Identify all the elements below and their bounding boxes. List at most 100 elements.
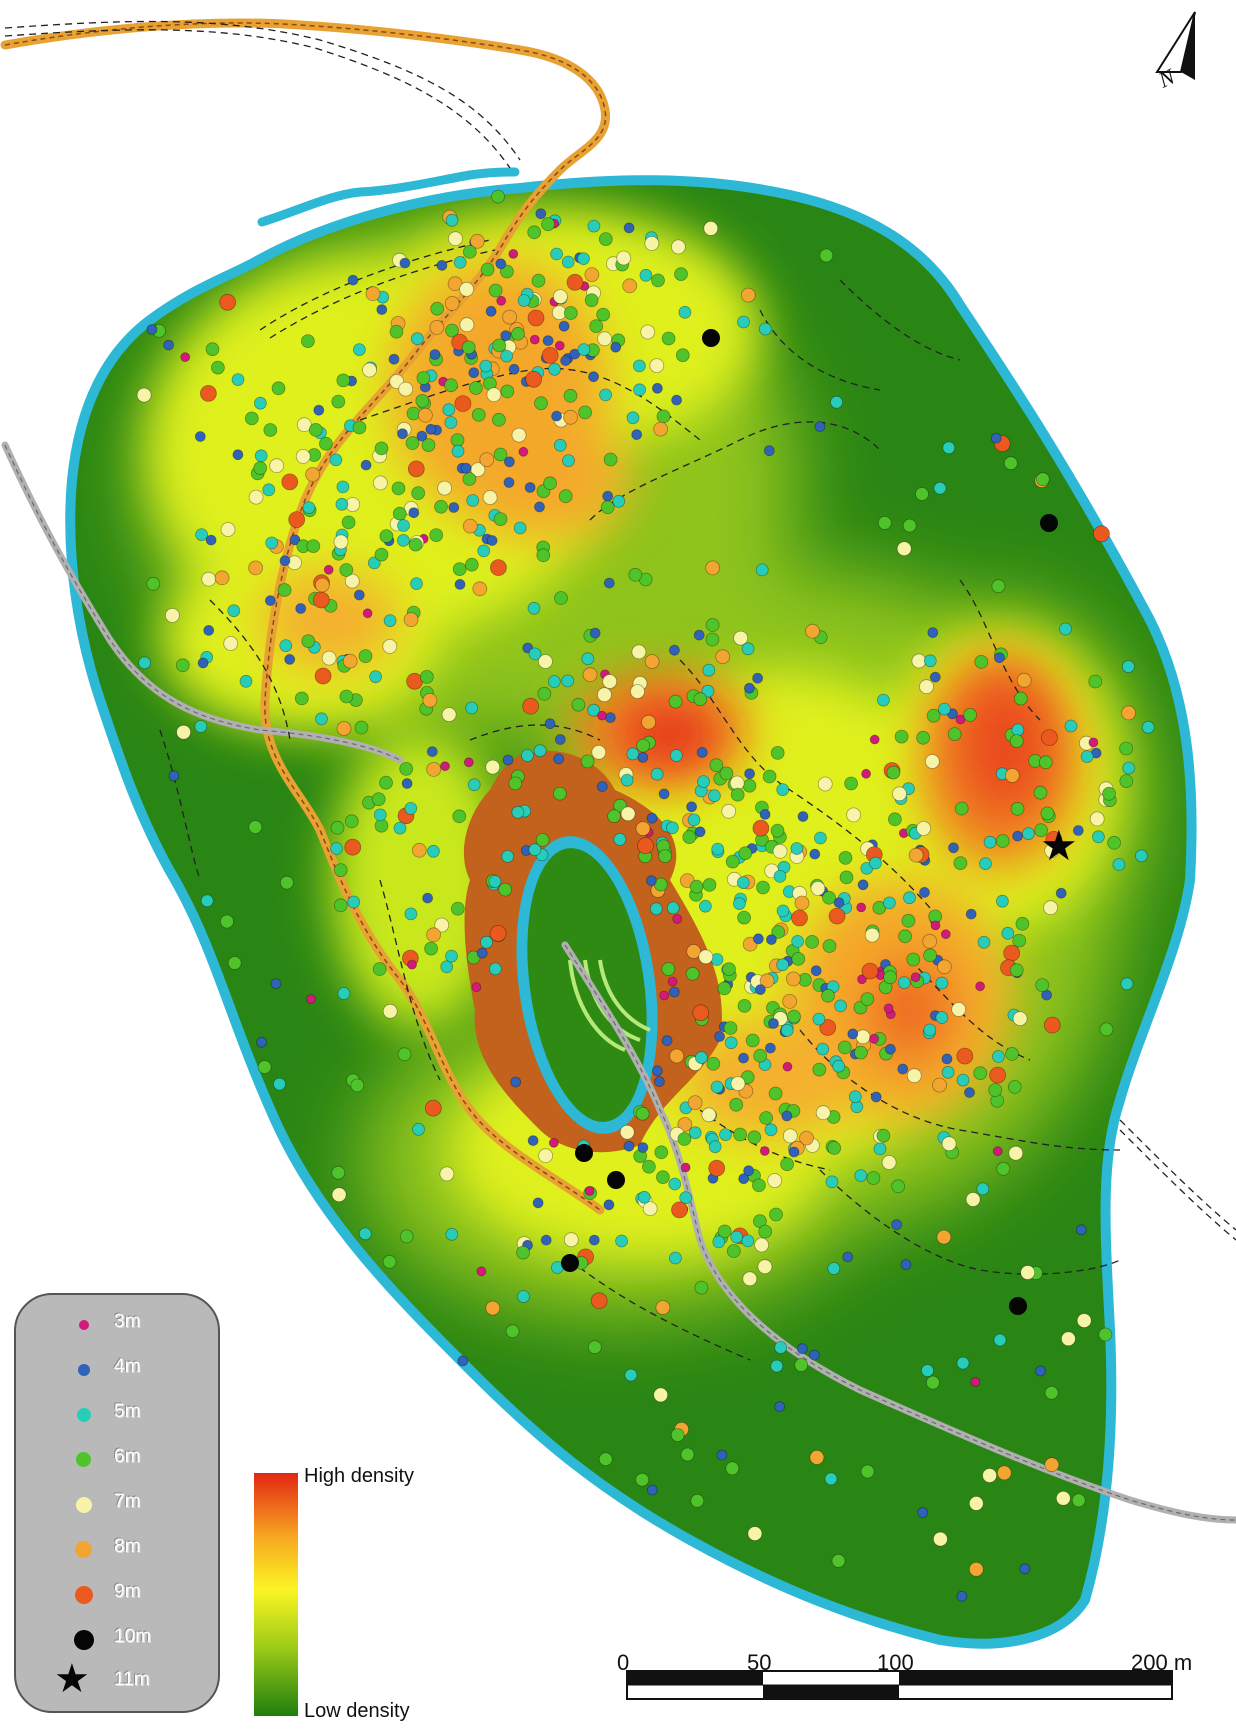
point-6m xyxy=(392,506,407,521)
point-5m xyxy=(227,604,241,618)
point-3m xyxy=(362,608,373,619)
point-6m xyxy=(656,409,671,424)
point-8m xyxy=(417,407,433,423)
point-4m xyxy=(1019,1563,1031,1575)
point-4m xyxy=(744,682,755,694)
point-7m xyxy=(619,1124,635,1140)
point-4m xyxy=(738,1173,750,1185)
point-4m xyxy=(781,1110,793,1122)
point-7m xyxy=(447,231,463,247)
point-8m xyxy=(426,927,442,943)
point-3m xyxy=(659,990,670,1001)
point-6m xyxy=(534,396,548,411)
point-6m xyxy=(536,548,551,563)
point-6m xyxy=(508,776,523,791)
point-6m xyxy=(963,708,977,722)
point-6m xyxy=(300,334,315,349)
point-9m xyxy=(671,1201,688,1219)
point-6m xyxy=(794,1358,809,1372)
legend-dot-8m xyxy=(75,1541,92,1558)
point-4m xyxy=(891,1219,902,1230)
point-7m xyxy=(896,541,912,557)
legend-item-4m: 4m xyxy=(16,1350,222,1390)
point-9m xyxy=(489,559,507,576)
point-3m xyxy=(856,902,867,913)
point-6m xyxy=(429,528,444,542)
point-6m xyxy=(654,1145,669,1160)
point-9m xyxy=(861,962,879,980)
point-6m xyxy=(416,371,431,385)
point-6m xyxy=(352,420,367,435)
point-7m xyxy=(881,1155,897,1170)
point-4m xyxy=(603,1199,615,1211)
point-8m xyxy=(794,895,810,911)
point-6m xyxy=(819,248,834,263)
point-5m xyxy=(708,1140,722,1154)
point-9m xyxy=(1043,1016,1061,1034)
point-5m xyxy=(467,778,481,792)
point-6m xyxy=(812,1062,827,1077)
point-4m xyxy=(714,1031,725,1042)
point-4m xyxy=(376,304,388,316)
point-6m xyxy=(598,232,613,247)
point-5m xyxy=(1122,761,1136,775)
point-4m xyxy=(544,718,556,730)
point-6m xyxy=(1007,1080,1022,1094)
point-5m xyxy=(956,1356,970,1370)
point-6m xyxy=(1035,472,1050,487)
point-9m xyxy=(541,346,559,364)
point-6m xyxy=(661,962,676,976)
point-6m xyxy=(769,1207,783,1222)
point-5m xyxy=(897,976,911,989)
point-8m xyxy=(214,570,230,586)
point-6m xyxy=(651,273,665,288)
point-6m xyxy=(493,447,508,462)
point-5m xyxy=(410,332,424,346)
point-4m xyxy=(602,490,614,502)
point-5m xyxy=(719,1128,732,1141)
point-7m xyxy=(591,744,607,760)
point-5m xyxy=(562,454,575,468)
point-7m xyxy=(965,1192,981,1207)
point-5m xyxy=(883,896,896,910)
point-5m xyxy=(758,322,772,336)
point-5m xyxy=(521,749,534,762)
point-7m xyxy=(649,358,665,374)
point-6m xyxy=(531,273,546,288)
point-4m xyxy=(637,752,649,763)
point-7m xyxy=(485,759,501,775)
point-8m xyxy=(715,649,731,665)
point-8m xyxy=(1044,1457,1060,1473)
point-7m xyxy=(924,754,940,769)
point-5m xyxy=(624,1368,638,1382)
point-4m xyxy=(694,826,706,838)
point-4m xyxy=(558,320,570,332)
point-4m xyxy=(485,305,497,317)
point-6m xyxy=(656,1170,670,1184)
point-4m xyxy=(654,1076,665,1087)
point-7m xyxy=(1020,1265,1036,1280)
point-3m xyxy=(180,352,191,363)
point-4m xyxy=(788,1146,800,1158)
point-5m xyxy=(1122,660,1135,673)
point-5m xyxy=(231,373,245,387)
point-6m xyxy=(872,900,887,915)
point-6m xyxy=(762,769,777,784)
legend-item-6m: 6m xyxy=(16,1440,222,1480)
point-5m xyxy=(453,255,467,269)
point-5m xyxy=(669,1251,682,1265)
point-8m xyxy=(686,944,702,959)
point-5m xyxy=(547,675,561,688)
point-4m xyxy=(524,482,536,493)
point-6m xyxy=(770,823,785,838)
point-6m xyxy=(1071,1493,1086,1508)
point-6m xyxy=(543,476,557,491)
point-6m xyxy=(445,323,459,338)
point-6m xyxy=(1107,835,1121,850)
point-4m xyxy=(929,671,941,683)
point-4m xyxy=(279,555,291,567)
point-8m xyxy=(805,623,820,639)
point-5m xyxy=(440,960,454,974)
point-5m xyxy=(935,976,949,990)
point-6m xyxy=(821,988,835,1003)
